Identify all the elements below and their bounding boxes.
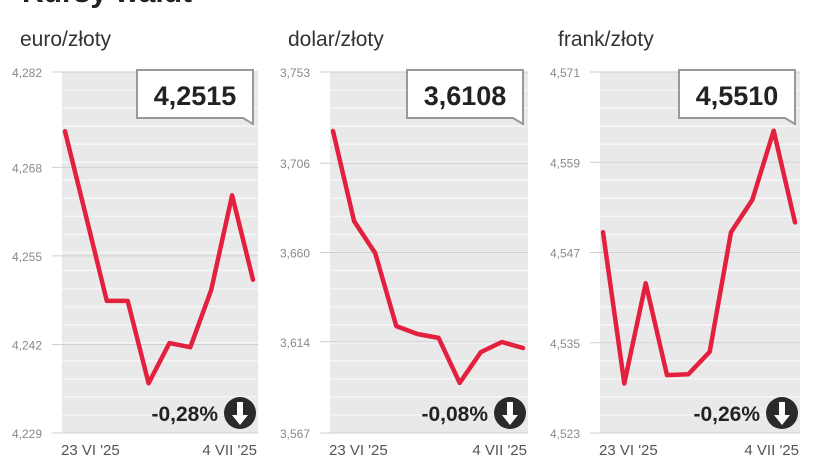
callout-value: 4,2515 bbox=[154, 81, 237, 111]
panel-title: dolar/złoty bbox=[288, 28, 384, 51]
change-label: -0,28% bbox=[151, 403, 218, 426]
y-tick-label: 3,567 bbox=[280, 427, 310, 441]
x-tick-label: 4 VII '25 bbox=[472, 442, 527, 459]
y-tick-label: 4,547 bbox=[550, 247, 580, 261]
x-tick-label: 23 VI '25 bbox=[329, 442, 388, 459]
y-tick-label: 3,753 bbox=[280, 66, 310, 80]
y-tick-label: 4,571 bbox=[550, 66, 580, 80]
panel-title: euro/złoty bbox=[20, 28, 112, 51]
change-arrow bbox=[224, 397, 256, 429]
main-title: Kursy walut bbox=[22, 0, 192, 9]
change-arrow bbox=[766, 397, 798, 429]
callout-value: 3,6108 bbox=[424, 81, 507, 111]
y-tick-label: 3,706 bbox=[280, 157, 310, 171]
x-tick-label: 23 VI '25 bbox=[599, 442, 658, 459]
change-label: -0,26% bbox=[693, 403, 760, 426]
y-tick-label: 4,242 bbox=[12, 338, 42, 352]
x-tick-label: 4 VII '25 bbox=[744, 442, 799, 459]
arrow-shape bbox=[774, 402, 790, 425]
y-tick-label: 4,535 bbox=[550, 337, 580, 351]
callout-value: 4,5510 bbox=[696, 81, 779, 111]
y-tick-label: 4,255 bbox=[12, 250, 42, 264]
change-arrow bbox=[494, 397, 526, 429]
x-tick-label: 23 VI '25 bbox=[61, 442, 120, 459]
arrow-shape bbox=[232, 402, 248, 425]
callout-box bbox=[406, 69, 524, 126]
series-line bbox=[330, 128, 526, 386]
series-line bbox=[62, 129, 256, 386]
y-tick-label: 3,614 bbox=[280, 336, 310, 350]
y-tick-label: 4,282 bbox=[12, 66, 42, 80]
y-tick-label: 4,523 bbox=[550, 427, 580, 441]
panel-title: frank/złoty bbox=[558, 28, 654, 51]
y-tick-label: 4,559 bbox=[550, 156, 580, 170]
y-tick-label: 4,268 bbox=[12, 161, 42, 175]
callout-box bbox=[136, 69, 254, 126]
y-tick-label: 3,660 bbox=[280, 247, 310, 261]
x-tick-label: 4 VII '25 bbox=[202, 442, 257, 459]
series-line bbox=[600, 128, 798, 386]
callout-box bbox=[678, 69, 796, 126]
y-tick-label: 4,229 bbox=[12, 427, 42, 441]
arrow-shape bbox=[502, 402, 518, 425]
change-label: -0,08% bbox=[421, 403, 488, 426]
